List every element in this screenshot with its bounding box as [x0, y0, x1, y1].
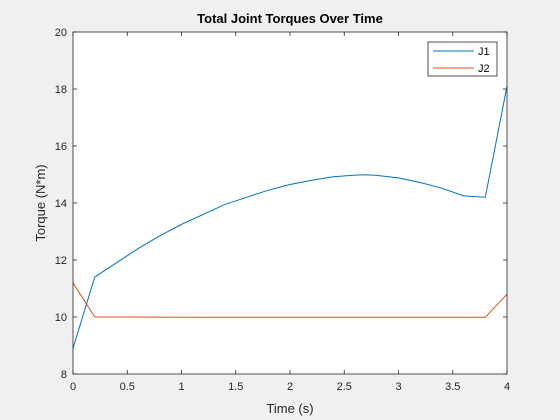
- x-tick-label: 1: [178, 381, 184, 393]
- x-tick-label: 3: [395, 381, 401, 393]
- x-tick-label: 3.5: [445, 381, 460, 393]
- x-tick-label: 0: [70, 381, 76, 393]
- y-tick-label: 20: [55, 27, 67, 39]
- x-tick-label: 2: [287, 381, 293, 393]
- x-tick-label: 2.5: [337, 381, 352, 393]
- y-tick-label: 12: [55, 255, 67, 267]
- x-tick-label: 0.5: [120, 381, 135, 393]
- legend-label-j2: J2: [478, 63, 490, 75]
- x-tick-label: 4: [504, 381, 510, 393]
- plot-area: [73, 32, 507, 374]
- y-tick-label: 18: [55, 84, 67, 96]
- x-axis-label: Time (s): [266, 401, 313, 416]
- x-tick-label: 1.5: [228, 381, 243, 393]
- y-tick-label: 8: [61, 369, 67, 381]
- y-axis-label: Torque (N*m): [33, 164, 48, 241]
- y-tick-label: 14: [55, 198, 67, 210]
- legend: J1 J2: [428, 42, 497, 76]
- y-tick-label: 16: [55, 141, 67, 153]
- y-tick-label: 10: [55, 312, 67, 324]
- legend-label-j1: J1: [478, 46, 490, 58]
- chart-title: Total Joint Torques Over Time: [197, 11, 383, 26]
